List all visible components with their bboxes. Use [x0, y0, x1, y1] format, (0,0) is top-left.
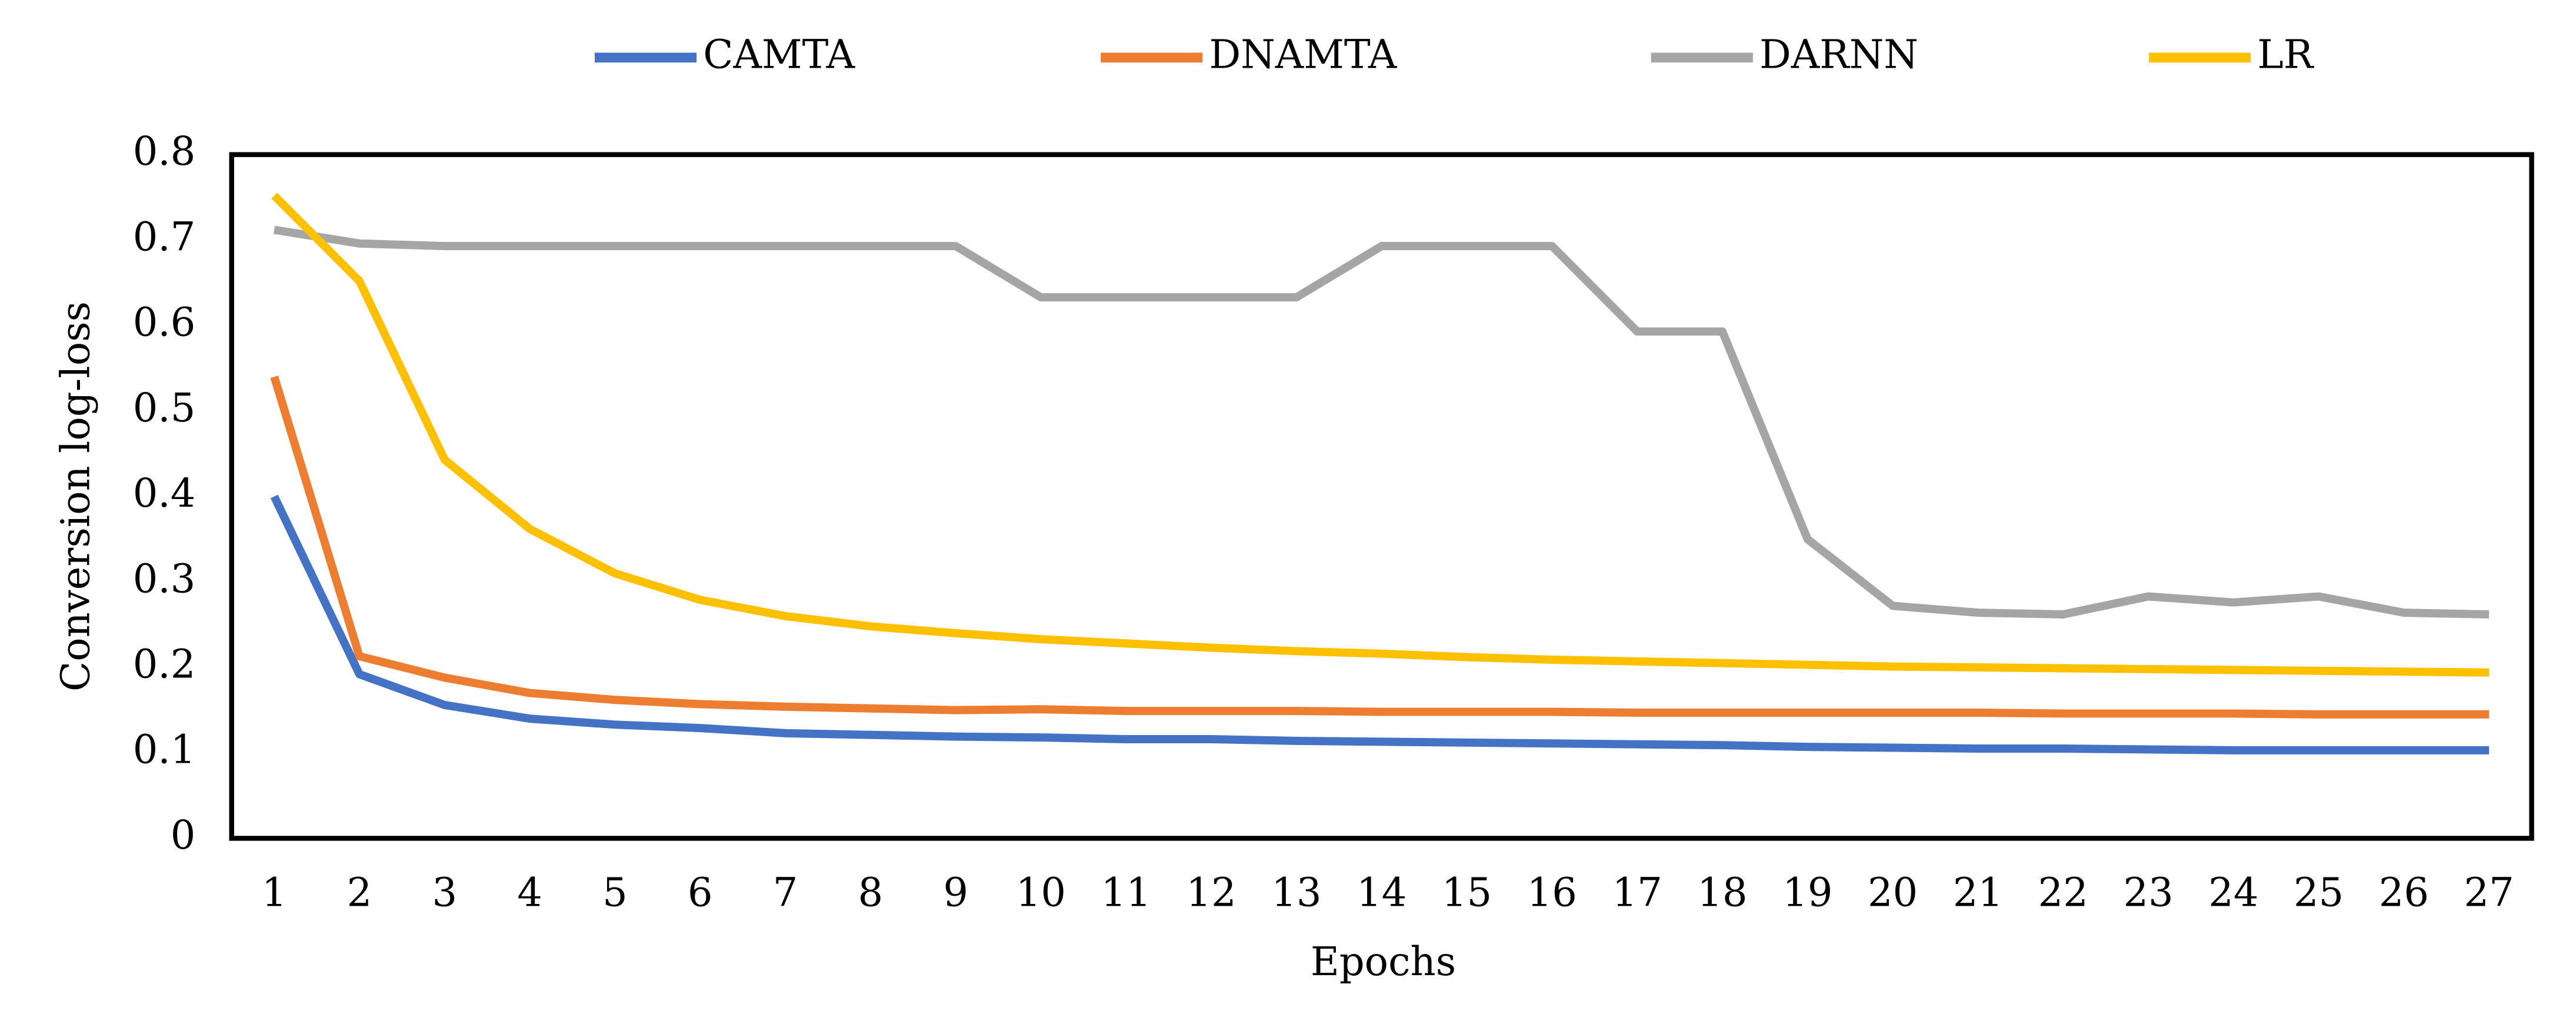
legend-label: CAMTA: [703, 31, 855, 77]
x-axis-title: Epochs: [1311, 939, 1456, 985]
x-tick-label: 14: [1357, 870, 1407, 916]
x-tick-label: 25: [2294, 870, 2344, 916]
x-tick-label: 9: [943, 870, 968, 916]
x-tick-label: 1: [262, 870, 287, 916]
x-tick-label: 5: [602, 870, 628, 916]
x-tick-label: 20: [1868, 870, 1918, 916]
x-tick-label: 13: [1271, 870, 1321, 916]
line-series: [271, 192, 2490, 677]
y-tick-label: 0.2: [133, 641, 196, 687]
y-axis-title: Conversion log-loss: [53, 301, 99, 691]
x-tick-label: 15: [1442, 870, 1492, 916]
x-tick-label: 10: [1016, 870, 1066, 916]
x-tick-label: 17: [1612, 870, 1662, 916]
x-tick-label: 7: [773, 870, 798, 916]
y-tick-label: 0.7: [133, 214, 196, 260]
x-tick-label: 16: [1527, 870, 1577, 916]
x-tick-label: 22: [2038, 870, 2088, 916]
y-tick-label: 0.8: [133, 128, 196, 174]
y-tick-label: 0.3: [133, 556, 196, 601]
x-tick-label: 18: [1697, 870, 1747, 916]
x-tick-label: 6: [688, 870, 713, 916]
x-tick-label: 3: [432, 870, 457, 916]
legend-label: DARNN: [1759, 31, 1918, 77]
x-tick-label: 2: [347, 870, 372, 916]
legend-label: DNAMTA: [1209, 31, 1397, 77]
x-tick-label: 21: [1953, 870, 2003, 916]
plot-frame: [229, 152, 2534, 841]
x-tick-label: 4: [517, 870, 542, 916]
x-tick-label: 11: [1101, 870, 1151, 916]
x-tick-label: 24: [2208, 870, 2258, 916]
legend-label: LR: [2257, 31, 2315, 77]
y-tick-label: 0.1: [133, 727, 196, 773]
x-tick-label: 23: [2123, 870, 2173, 916]
y-tick-label: 0.6: [133, 300, 196, 345]
line-series: [270, 375, 2490, 719]
line-series: [274, 225, 2490, 619]
x-tick-label: 26: [2379, 870, 2429, 916]
x-tick-label: 12: [1186, 870, 1236, 916]
x-tick-label: 27: [2464, 870, 2514, 916]
y-tick-label: 0.4: [133, 470, 196, 516]
x-tick-label: 8: [858, 870, 884, 916]
y-tick-label: 0.5: [133, 385, 196, 431]
line-series: [270, 494, 2490, 754]
y-tick-label: 0: [171, 812, 196, 858]
x-tick-label: 19: [1782, 870, 1832, 916]
